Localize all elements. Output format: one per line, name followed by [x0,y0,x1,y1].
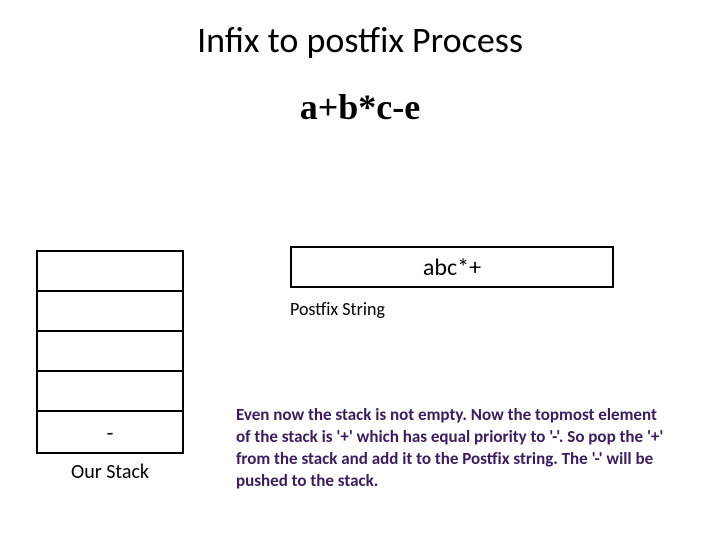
stack-cell [38,252,182,292]
postfix-label: Postfix String [290,298,385,320]
stack-cell [38,332,182,372]
postfix-output-box: abc*+ [290,246,614,288]
page-title: Infix to postfix Process [0,18,720,62]
infix-expression: a+b*c-e [0,86,720,128]
stack-visual: - [36,250,184,454]
stack-label: Our Stack [36,460,184,484]
stack-cell [38,372,182,412]
stack-cell [38,292,182,332]
step-explanation: Even now the stack is not empty. Now the… [236,404,666,492]
stack-cell: - [38,412,182,452]
